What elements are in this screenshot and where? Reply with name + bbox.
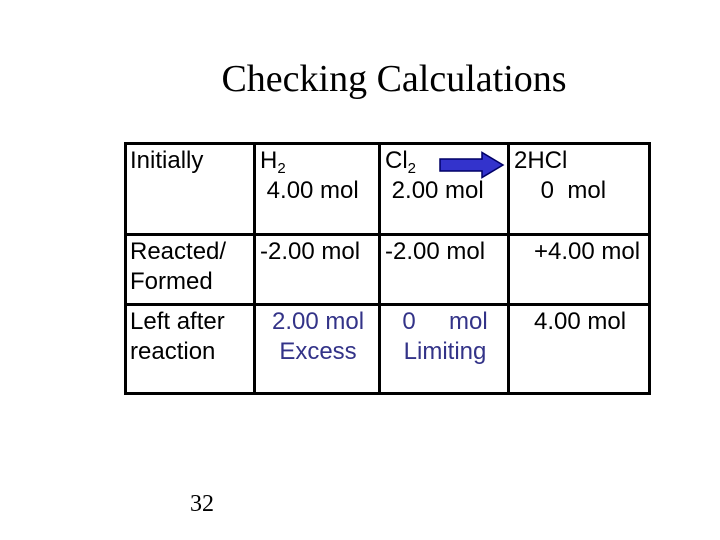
cell-reacted-label: Reacted/ Formed bbox=[124, 233, 256, 306]
cell-left-after-cl2: 0 mol Limiting bbox=[378, 303, 510, 395]
page-number: 32 bbox=[190, 491, 214, 517]
cell-left-after-h2: 2.00 mol Excess bbox=[253, 303, 381, 395]
reaction-right-arrow-icon bbox=[439, 151, 505, 179]
cell-initially-hcl: 2HCl 0 mol bbox=[507, 142, 651, 236]
change-hcl: +4.00 mol bbox=[514, 238, 641, 265]
remaining-cl2-amount: 0 mol bbox=[402, 308, 488, 335]
row-label-initially: Initially bbox=[130, 147, 204, 174]
row-label-reacted-line2: Formed bbox=[130, 268, 213, 295]
excess-label: Excess bbox=[279, 338, 357, 365]
cell-left-after-label: Left after reaction bbox=[124, 303, 256, 395]
amount-h2-initial: 4.00 mol bbox=[260, 177, 359, 204]
limiting-label: Limiting bbox=[403, 338, 487, 365]
row-label-left-line2: reaction bbox=[130, 338, 216, 365]
formula-h2-subscript: 2 bbox=[277, 160, 286, 177]
formula-cl2-subscript: 2 bbox=[407, 160, 417, 177]
cell-initially-label: Initially bbox=[124, 142, 256, 236]
row-label-left-line1: Left after bbox=[130, 308, 225, 335]
remaining-h2-amount: 2.00 mol bbox=[271, 308, 365, 335]
table-row-initially: Initially H2 4.00 mol Cl2 2.00 mol 2HCl … bbox=[124, 142, 651, 236]
cell-initially-cl2: Cl2 2.00 mol bbox=[378, 142, 510, 236]
table-row-left-after: Left after reaction 2.00 mol Excess 0 mo… bbox=[124, 303, 651, 395]
table-row-reacted-formed: Reacted/ Formed -2.00 mol -2.00 mol +4.0… bbox=[124, 233, 651, 306]
formula-h2: H2 bbox=[260, 147, 286, 177]
change-cl2: -2.00 mol bbox=[385, 238, 486, 265]
cell-reacted-h2: -2.00 mol bbox=[253, 233, 381, 306]
row-label-reacted-line1: Reacted/ bbox=[130, 238, 227, 265]
calculation-table: Initially H2 4.00 mol Cl2 2.00 mol 2HCl … bbox=[124, 142, 651, 395]
cell-reacted-cl2: -2.00 mol bbox=[378, 233, 510, 306]
cell-reacted-hcl: +4.00 mol bbox=[507, 233, 651, 306]
change-h2: -2.00 mol bbox=[260, 238, 361, 265]
amount-cl2-initial: 2.00 mol bbox=[385, 177, 484, 204]
amount-hcl-initial: 0 mol bbox=[514, 177, 607, 204]
remaining-hcl-amount: 4.00 mol bbox=[533, 308, 627, 335]
slide-title: Checking Calculations bbox=[221, 58, 567, 100]
cell-left-after-hcl: 4.00 mol bbox=[507, 303, 651, 395]
formula-cl2: Cl2 bbox=[385, 147, 417, 177]
formula-hcl: 2HCl bbox=[514, 147, 568, 174]
cell-initially-h2: H2 4.00 mol bbox=[253, 142, 381, 236]
